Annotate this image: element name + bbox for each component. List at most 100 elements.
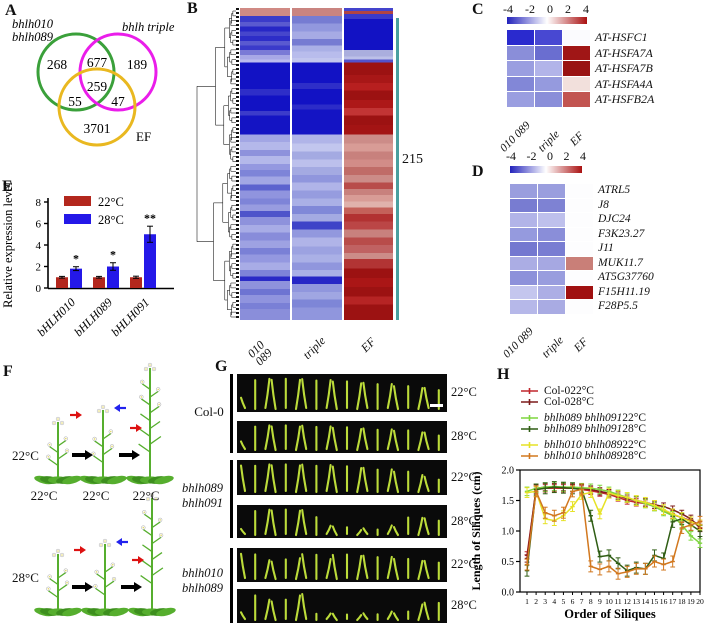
heatmap-cell xyxy=(566,285,594,300)
e-legend-label: 28°C xyxy=(98,213,124,227)
silique xyxy=(362,466,369,493)
heatmap-cell xyxy=(535,76,563,93)
heatmap-row: J8 xyxy=(510,198,654,213)
silique xyxy=(386,382,393,410)
venn-count-set1: 268 xyxy=(47,57,68,72)
heatmap-cell xyxy=(566,271,594,286)
heatmap-d-collabel-ef: EF xyxy=(572,336,591,355)
heatmap-b-col-triple xyxy=(292,8,342,320)
silique xyxy=(270,464,277,494)
heatmap-b-collabel-010089: 010 089 xyxy=(245,338,275,368)
g-strip-temp-label: 28°C xyxy=(451,513,477,528)
gene-label: F15H11.19 xyxy=(598,285,650,298)
h-x-tick-label: 5 xyxy=(562,597,566,606)
colored-arrow-head xyxy=(80,546,86,554)
flower-center xyxy=(153,368,155,370)
plant-branch xyxy=(95,587,106,596)
colorbar-c xyxy=(507,17,587,24)
silique xyxy=(331,465,338,494)
g-strip-temp-label: 28°C xyxy=(451,429,477,443)
plant-branch xyxy=(138,443,151,453)
plant-branch xyxy=(96,573,106,581)
plant-branch xyxy=(48,590,59,599)
flower-center xyxy=(111,445,113,448)
e-legend-label: 22°C xyxy=(98,195,124,209)
panel-g-label: G xyxy=(215,358,228,375)
silique xyxy=(239,464,247,493)
silique xyxy=(356,467,363,494)
e-bar xyxy=(107,266,119,288)
h-x-tick-label: 7 xyxy=(580,597,584,606)
plant-branch xyxy=(93,455,104,464)
plant-branch xyxy=(140,575,153,585)
silique xyxy=(417,603,424,622)
heatmap-b-col-010089 xyxy=(240,8,290,320)
heatmap-b-col-ef xyxy=(344,8,393,320)
heatmap-cell xyxy=(507,45,535,62)
f-bottom-label-1: 22°C xyxy=(30,488,58,503)
silique-strip xyxy=(237,548,447,582)
flower-center xyxy=(159,519,161,521)
heatmap-row: AT-HSFA7A xyxy=(507,45,654,62)
heatmap-cell xyxy=(566,213,594,228)
silique xyxy=(392,612,400,622)
flower-center xyxy=(93,438,96,440)
silique xyxy=(423,475,430,493)
h-x-tick-label: 17 xyxy=(669,597,677,606)
flower-center xyxy=(109,430,112,433)
h-y-tick-label: 0.0 xyxy=(502,588,515,599)
g-strip-temp-label: 22°C xyxy=(451,385,477,399)
venn-count-set1-3: 55 xyxy=(68,94,82,109)
h-x-axis-title: Order of Siliques xyxy=(564,607,656,621)
e-significance: ** xyxy=(144,211,156,225)
silique xyxy=(362,554,369,580)
colorbar-tick: 2 xyxy=(565,2,571,16)
venn-set1-label-line1: bhlh010 xyxy=(12,17,54,31)
f-bottom-label-2: 22°C xyxy=(82,488,110,503)
silique xyxy=(356,528,363,537)
silique xyxy=(417,473,424,494)
heatmap-cell xyxy=(538,242,566,257)
flower-center xyxy=(142,526,145,529)
gene-label: ATRL5 xyxy=(598,184,631,196)
flower-center xyxy=(145,368,147,370)
flower-center xyxy=(158,403,160,406)
plant-branch xyxy=(149,420,161,430)
plant-branch xyxy=(151,552,163,561)
colorbar-tick: 4 xyxy=(580,149,586,163)
silique xyxy=(356,427,363,452)
colorbar-tick: 0 xyxy=(547,149,553,163)
venn-diagram: bhlh010 bhlh089 bhlh triple EF 268 677 1… xyxy=(12,17,175,147)
flower-center xyxy=(48,575,51,578)
h-x-tick-label: 3 xyxy=(543,597,547,606)
h-legend-entry: bhlh010 bhlh089 22°C xyxy=(520,439,646,451)
heatmap-cell xyxy=(566,242,594,257)
heatmap-row: F28P5.5 xyxy=(510,300,654,315)
colorbar-tick: -2 xyxy=(526,149,537,163)
silique xyxy=(423,431,430,451)
black-arrow-head xyxy=(132,450,140,460)
plant-branch xyxy=(49,446,59,454)
silique-strip xyxy=(237,460,447,495)
silique xyxy=(301,508,308,536)
h-legend-genotype: Col-0 xyxy=(544,395,571,408)
flower-center xyxy=(111,563,114,566)
h-x-tick-label: 8 xyxy=(589,597,593,606)
venn-count-set2: 189 xyxy=(127,57,148,72)
colorbar-d xyxy=(510,166,582,173)
gene-label: DJC24 xyxy=(598,213,631,225)
plant-branch xyxy=(48,458,59,467)
e-significance: * xyxy=(73,252,79,266)
colored-arrow-head xyxy=(138,556,144,564)
plant-branch xyxy=(142,544,153,553)
flower-center xyxy=(92,452,95,455)
heatmap-cell xyxy=(510,271,538,286)
panel-c-label: C xyxy=(472,1,484,18)
g-genotype-col0: Col-0 xyxy=(194,404,224,419)
h-series-line xyxy=(526,486,701,559)
gene-label: AT-HSFA7B xyxy=(595,61,653,76)
colorbar-tick: 2 xyxy=(563,149,570,163)
black-arrow-head xyxy=(85,582,93,592)
flower-center xyxy=(57,550,59,552)
